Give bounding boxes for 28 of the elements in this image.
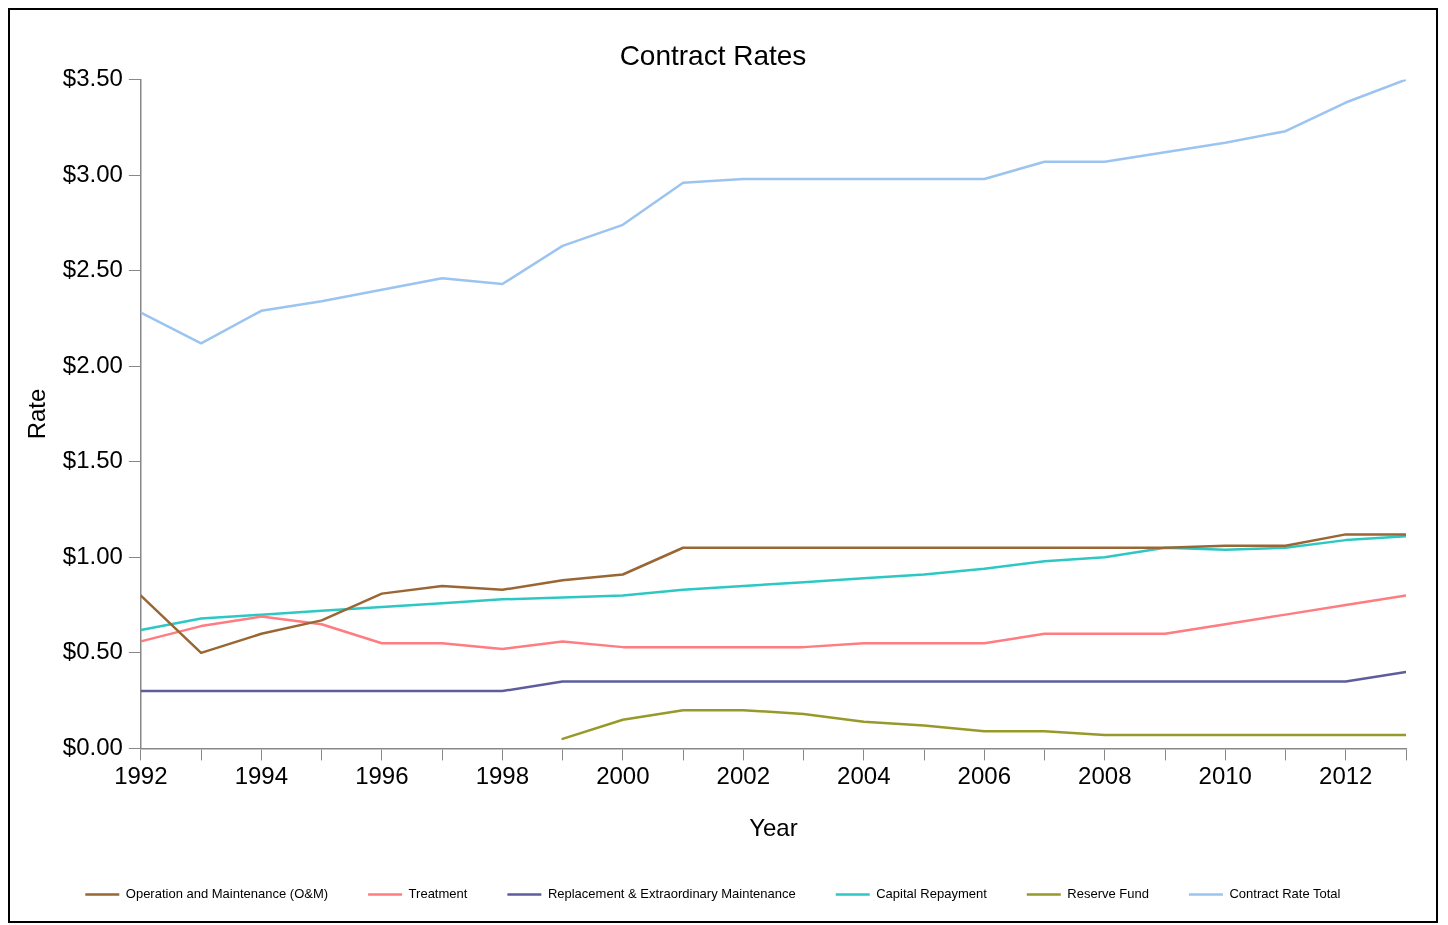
x-tick-label: 1998 (475, 762, 530, 790)
y-tick-label: $3.00 (62, 159, 123, 187)
y-tick-label: $0.50 (62, 637, 123, 665)
legend-label: Capital Repayment (876, 886, 988, 902)
x-tick-label: 2002 (716, 762, 770, 790)
x-tick-label: 2004 (837, 762, 891, 790)
x-tick-label: 2012 (1319, 762, 1373, 790)
x-tick-label: 1992 (114, 762, 168, 790)
x-tick-label: 2010 (1198, 762, 1252, 790)
chart-title: Contract Rates (619, 39, 807, 71)
y-tick-label: $2.50 (62, 255, 123, 283)
x-tick-label: 2000 (596, 762, 650, 790)
x-tick-label: 2008 (1078, 762, 1132, 790)
y-axis-title: Rate (23, 388, 51, 440)
y-tick-label: $0.00 (62, 733, 123, 761)
y-tick-label: $1.50 (62, 446, 123, 474)
legend-label: Operation and Maintenance (O&M) (125, 886, 329, 902)
legend-label: Contract Rate Total (1229, 886, 1341, 902)
x-axis-title: Year (749, 814, 798, 842)
y-tick-label: $3.50 (62, 64, 123, 92)
x-tick-label: 2006 (957, 762, 1011, 790)
x-tick-label: 1994 (234, 762, 289, 790)
x-tick-label: 1996 (355, 762, 409, 790)
legend-label: Reserve Fund (1067, 886, 1149, 902)
legend-label: Treatment (408, 886, 468, 902)
legend-label: Replacement & Extraordinary Maintenance (547, 886, 796, 902)
y-tick-label: $2.00 (62, 350, 123, 378)
y-tick-label: $1.00 (62, 541, 123, 569)
